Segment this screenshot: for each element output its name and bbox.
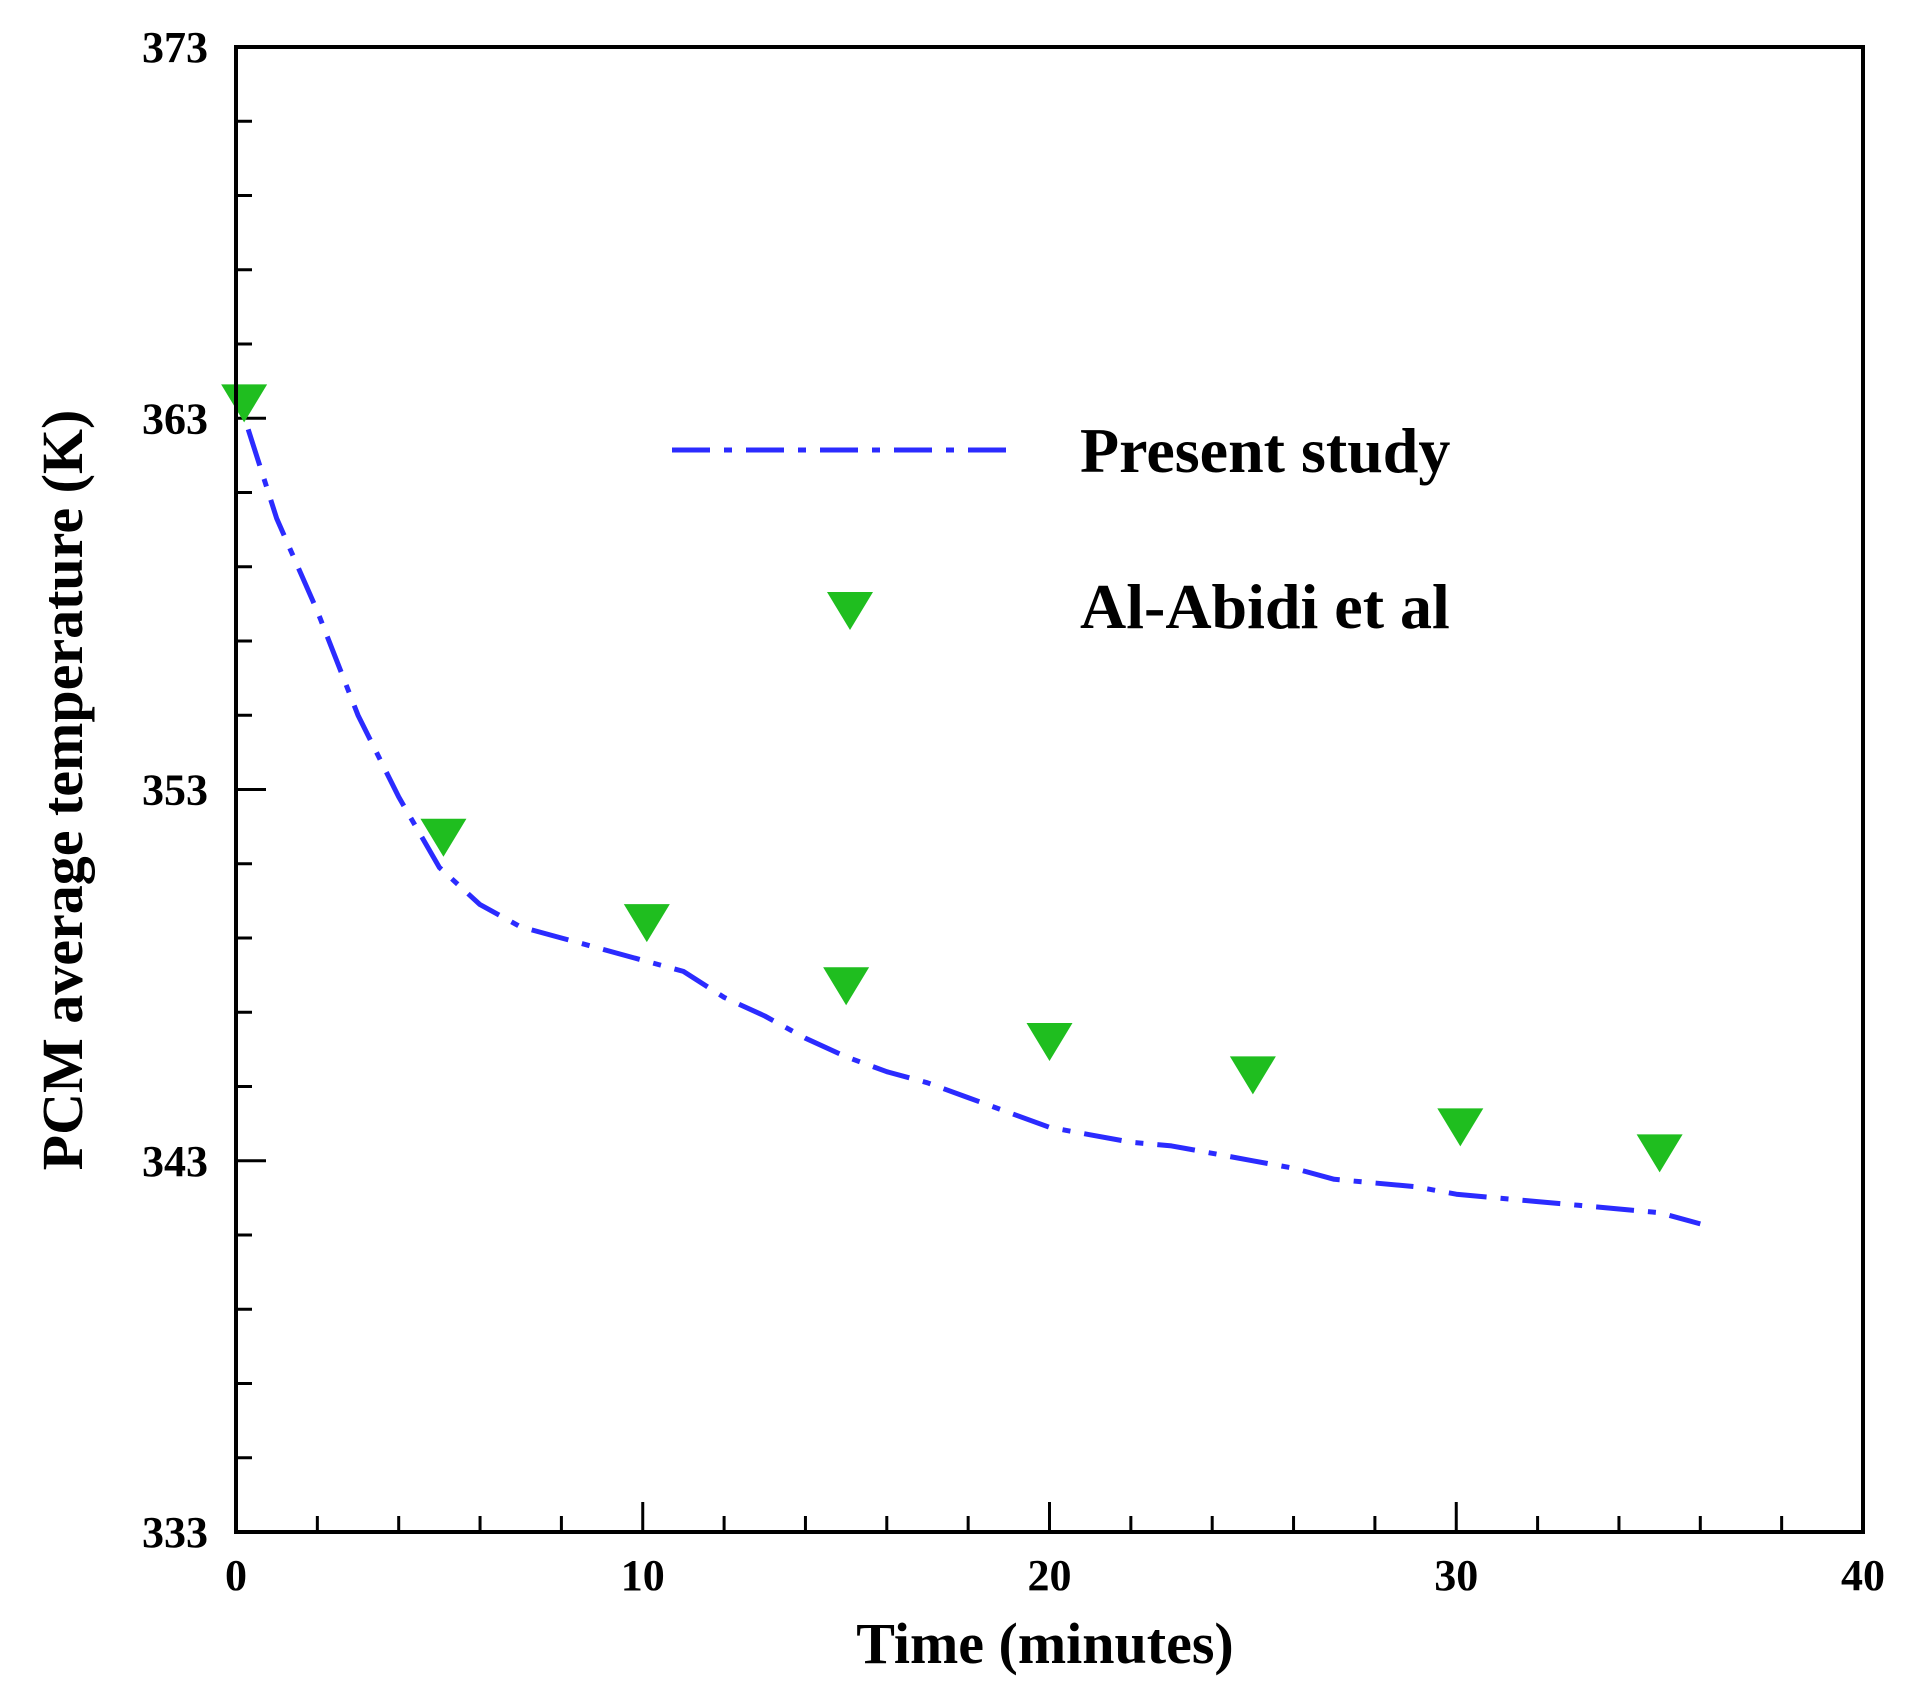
y-axis-title: PCM average temperature (K) [30,410,95,1171]
y-tick-label: 373 [142,23,208,72]
marker-al-abidi [221,384,268,423]
plot-frame [234,45,1865,1534]
x-tick-label: 10 [621,1551,665,1600]
series-layer [221,384,1701,1227]
series-line-present-study [245,428,1701,1227]
marker-al-abidi [1636,1134,1683,1173]
marker-al-abidi [1229,1056,1276,1095]
y-tick-label: 353 [142,766,208,815]
x-axis-title: Time (minutes) [856,1611,1234,1676]
marker-al-abidi [1026,1022,1073,1061]
legend-label-al-abidi: Al-Abidi et al [1080,571,1450,642]
x-tick-label: 0 [225,1551,247,1600]
x-tick-label: 40 [1841,1551,1885,1600]
y-tick-label: 333 [142,1508,208,1557]
minor-ticks [236,119,1784,1532]
legend: Present study Al-Abidi et al [672,415,1450,642]
y-tick-labels: 333 343 353 363 373 [142,23,208,1557]
legend-marker-sample [827,592,873,630]
marker-al-abidi [1437,1108,1484,1147]
legend-label-present-study: Present study [1080,415,1450,486]
marker-al-abidi [823,967,870,1006]
x-tick-label: 30 [1434,1551,1478,1600]
marker-al-abidi [623,904,670,943]
x-tick-label: 20 [1028,1551,1072,1600]
y-tick-label: 343 [142,1137,208,1186]
marker-al-abidi [420,818,467,857]
major-ticks [234,45,1865,1534]
y-tick-label: 363 [142,394,208,443]
x-tick-labels: 0 10 20 30 40 [225,1551,1885,1600]
